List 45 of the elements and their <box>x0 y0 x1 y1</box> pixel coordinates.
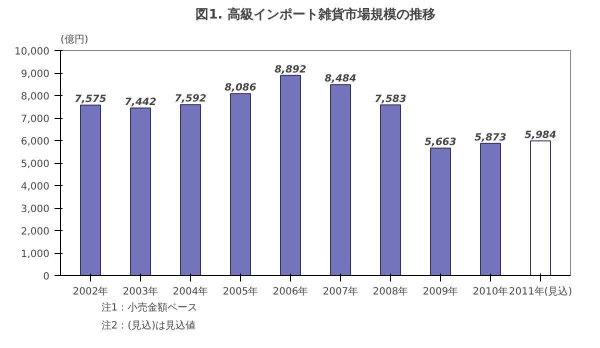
text: 注1：小売金額ベース <box>101 302 198 314</box>
y-tick-label: 2,000 <box>20 226 50 238</box>
bar <box>130 108 151 276</box>
y-tick-label: 10,000 <box>14 46 50 58</box>
y-tick-label: 7,000 <box>20 114 50 125</box>
y-tick-label: 8,000 <box>20 92 50 102</box>
x-tick-label: 2009年 <box>422 286 458 298</box>
x-tick-label: 2004年 <box>172 286 208 298</box>
x-tick-label: 2003年 <box>122 286 158 298</box>
x-tick-label: 2006年 <box>272 286 308 298</box>
y-tick-label: 3,000 <box>20 204 50 215</box>
y-tick-label: 1,000 <box>20 249 50 260</box>
data-label: 7,592 <box>174 94 206 105</box>
data-label: 5,984 <box>524 130 556 141</box>
text: 注2：(見込)は見込値 <box>101 320 196 332</box>
data-label: 8,484 <box>324 74 356 85</box>
x-tick-label: 2005年 <box>222 286 258 298</box>
bar <box>430 148 451 276</box>
x-tick-label: 2008年 <box>372 286 408 298</box>
data-label: 7,583 <box>374 94 406 105</box>
chart-title: 図1. 高級インポート雑貨市場規模の推移 <box>196 6 436 22</box>
y-tick-label: 5,000 <box>20 159 50 170</box>
bar <box>230 93 251 276</box>
y-axis-title: (億円) <box>60 34 88 46</box>
bar <box>530 140 551 276</box>
y-tick-label: 9,000 <box>20 69 50 80</box>
data-label: 7,442 <box>124 97 156 108</box>
data-label: 8,086 <box>224 82 256 94</box>
data-label: 5,873 <box>474 132 506 144</box>
y-tick-label: 4,000 <box>20 182 50 192</box>
bar <box>180 104 201 276</box>
x-tick-label: 2011年(見込) <box>508 286 572 298</box>
x-tick-label: 2002年 <box>72 286 108 298</box>
x-tick-label: 2007年 <box>322 286 358 298</box>
bar <box>380 104 401 276</box>
x-tick-label: 2010年 <box>472 286 508 298</box>
y-tick-label: 0 <box>43 272 50 282</box>
bar <box>480 142 501 276</box>
data-label: 5,663 <box>424 137 456 148</box>
bar <box>80 104 101 276</box>
y-tick-label: 6,000 <box>20 136 50 148</box>
bar <box>280 74 301 276</box>
data-label: 7,575 <box>74 94 106 106</box>
data-label: 8,892 <box>274 64 306 76</box>
bar <box>330 84 351 276</box>
